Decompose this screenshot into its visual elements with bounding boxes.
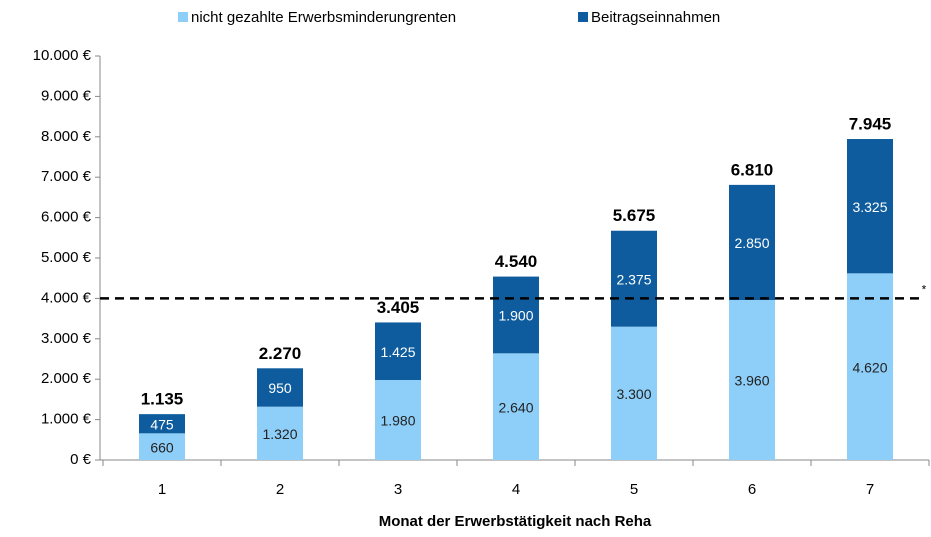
y-tick-label: 10.000 € [33,47,92,64]
x-tick-label: 6 [748,481,756,498]
value-label: 2.375 [616,271,651,287]
y-tick-label: 8.000 € [41,128,92,145]
y-tick-label: 7.000 € [41,168,92,185]
value-label: 3.325 [852,199,887,215]
y-tick-label: 2.000 € [41,370,92,387]
legend-swatch [178,12,188,22]
bar-segment [611,230,657,327]
total-label: 4.540 [495,252,538,271]
bar-segment [375,380,421,460]
bar-segment [611,326,657,460]
y-tick-label: 1.000 € [41,411,92,428]
value-label: 3.960 [734,373,769,389]
bar-segment [729,184,775,301]
legend-label: Beitragseinnahmen [591,9,720,26]
value-label: 1.900 [498,308,533,324]
value-label: 950 [268,380,292,396]
value-label: 1.425 [380,344,415,360]
bar-segment [139,414,185,434]
x-tick-label: 1 [158,481,166,498]
total-label: 7.945 [849,115,892,134]
bar-segment [375,322,421,381]
value-label: 4.620 [852,359,887,375]
value-label: 1.320 [262,426,297,442]
x-tick-label: 4 [512,481,520,498]
x-tick-label: 2 [276,481,284,498]
total-label: 5.675 [613,206,656,225]
value-label: 3.300 [616,386,651,402]
y-tick-label: 6.000 € [41,209,92,226]
x-axis-label: Monat der Erwerbstätigkeit nach Reha [379,513,652,530]
total-label: 1.135 [141,390,184,409]
legend-label: nicht gezahlte Erwerbsminderungrenten [191,9,456,26]
x-tick-label: 3 [394,481,402,498]
y-tick-label: 3.000 € [41,330,92,347]
bar-segment [139,433,185,460]
reference-note: * [922,283,927,297]
bar-segment [493,353,539,460]
bar-segment [847,139,893,274]
total-label: 6.810 [731,160,774,179]
value-label: 2.850 [734,235,769,251]
value-label: 660 [150,439,174,455]
total-label: 2.270 [259,344,302,363]
value-label: 475 [150,416,174,432]
y-tick-label: 5.000 € [41,249,92,266]
total-label: 3.405 [377,298,420,317]
bar-segment [257,368,303,407]
bar-segment [257,406,303,460]
bar-segment [729,300,775,460]
y-tick-label: 9.000 € [41,87,92,104]
bar-segment [847,273,893,460]
value-label: 2.640 [498,399,533,415]
x-tick-label: 7 [866,481,874,498]
legend-swatch [578,12,588,22]
bar-segment [493,276,539,354]
x-tick-label: 5 [630,481,638,498]
value-label: 1.980 [380,413,415,429]
y-tick-label: 4.000 € [41,289,92,306]
y-tick-label: 0 € [70,451,92,468]
